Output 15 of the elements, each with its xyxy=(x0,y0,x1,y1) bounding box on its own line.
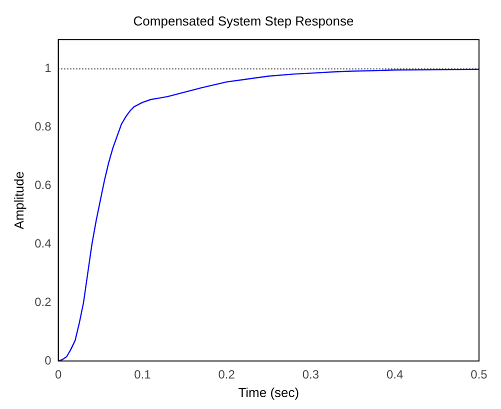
chart-title: Compensated System Step Response xyxy=(133,13,354,28)
y-tick-label: 1 xyxy=(44,61,52,76)
y-tick-label: 0 xyxy=(44,353,52,368)
x-axis-title: Time (sec) xyxy=(238,384,300,400)
y-tick-label: 0.8 xyxy=(34,120,52,134)
y-axis-title: Amplitude xyxy=(11,171,26,230)
y-tick-label: 0.4 xyxy=(34,236,52,250)
x-tick-label: 0.3 xyxy=(302,368,320,382)
y-tick-label: 0.2 xyxy=(34,294,52,309)
y-tick-label: 0.6 xyxy=(34,178,52,192)
x-tick-label: 0.4 xyxy=(386,368,404,382)
x-tick-label: 0.2 xyxy=(218,368,236,382)
x-tick-label: 0 xyxy=(54,368,62,382)
x-tick-label: 0.5 xyxy=(470,368,488,382)
x-tick-label: 0.1 xyxy=(134,368,152,382)
